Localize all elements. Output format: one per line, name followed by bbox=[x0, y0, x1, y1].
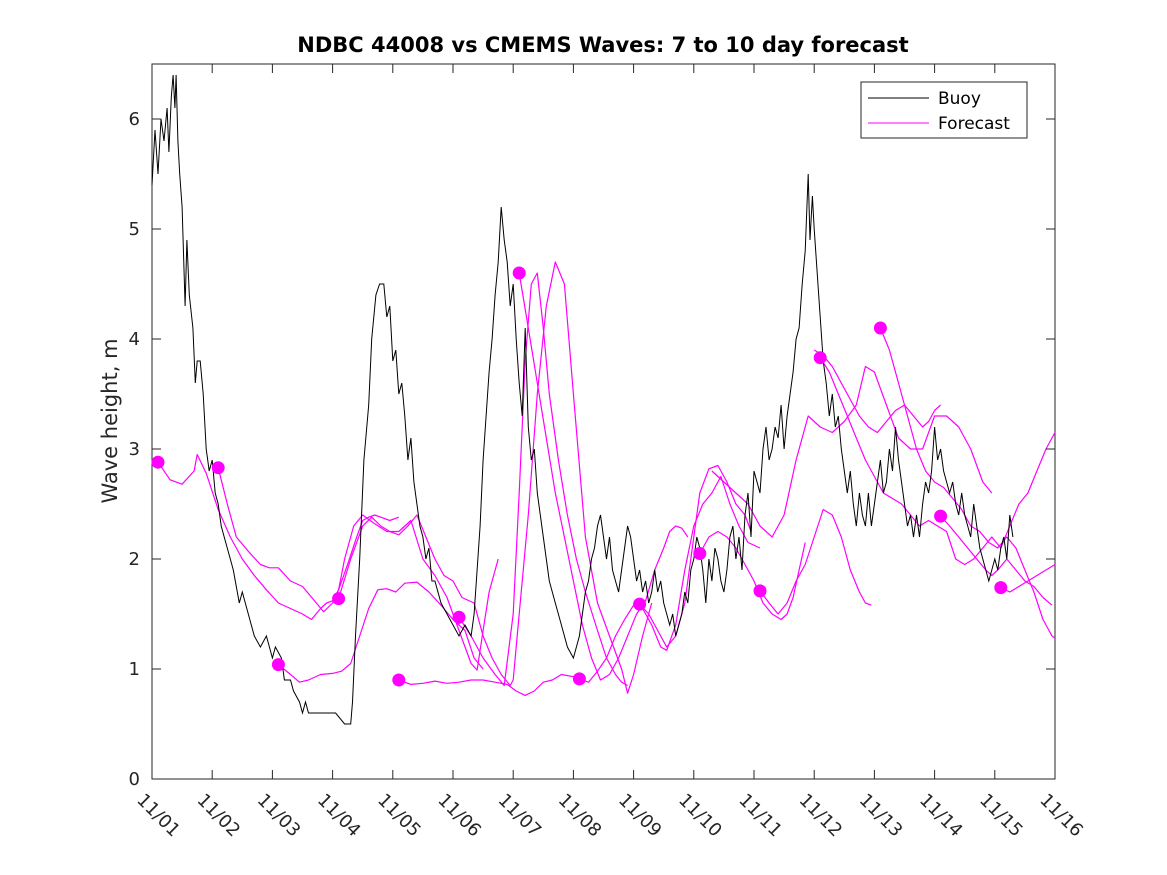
legend-label-forecast: Forecast bbox=[938, 114, 1010, 134]
y-tick-label: 1 bbox=[129, 659, 140, 680]
axes-frame bbox=[151, 63, 1056, 780]
forecast-line bbox=[813, 349, 942, 434]
buoy-line bbox=[151, 74, 1014, 725]
forecast-start-marker bbox=[512, 266, 526, 280]
y-axis: 0 1 2 3 4 5 6 bbox=[129, 109, 1055, 790]
forecast-start-marker bbox=[813, 351, 827, 365]
forecast-start-marker bbox=[934, 509, 948, 523]
forecast-line bbox=[518, 272, 689, 681]
forecast-start-markers bbox=[151, 266, 1008, 687]
forecast-start-marker bbox=[572, 672, 586, 686]
y-axis-label: Wave height, m bbox=[98, 338, 122, 503]
plot-area bbox=[151, 63, 1056, 780]
forecast-start-marker bbox=[271, 658, 285, 672]
y-tick-label: 0 bbox=[129, 769, 140, 790]
forecast-start-marker bbox=[994, 581, 1008, 595]
forecast-start-marker bbox=[633, 597, 647, 611]
forecast-start-marker bbox=[753, 584, 767, 598]
forecast-line bbox=[579, 475, 761, 683]
forecast-line bbox=[217, 467, 400, 613]
forecast-start-marker bbox=[873, 321, 887, 335]
forecast-start-marker bbox=[332, 592, 346, 606]
y-tick-label: 2 bbox=[129, 549, 140, 570]
forecast-line bbox=[940, 515, 1053, 606]
forecast-line bbox=[639, 464, 752, 648]
chart-title: NDBC 44008 vs CMEMS Waves: 7 to 10 day f… bbox=[297, 33, 908, 57]
forecast-line bbox=[1000, 563, 1056, 593]
forecast-start-marker bbox=[693, 547, 707, 560]
forecast-line bbox=[278, 581, 484, 683]
forecast-start-marker bbox=[392, 673, 406, 687]
legend-box bbox=[860, 81, 1028, 139]
y-tick-label: 3 bbox=[129, 439, 140, 460]
forecast-start-marker bbox=[452, 610, 466, 624]
forecast-start-marker bbox=[211, 461, 225, 475]
legend: Buoy Forecast bbox=[860, 81, 1028, 139]
forecast-line bbox=[398, 673, 580, 696]
forecast-line bbox=[338, 261, 653, 694]
forecast-line bbox=[819, 357, 1056, 566]
forecast-line bbox=[759, 508, 872, 615]
y-tick-label: 6 bbox=[129, 109, 140, 130]
y-tick-label: 5 bbox=[129, 219, 140, 240]
forecast-line bbox=[711, 365, 993, 538]
forecast-start-marker bbox=[151, 455, 165, 469]
legend-label-buoy: Buoy bbox=[938, 89, 981, 109]
forecast-line bbox=[458, 272, 628, 687]
y-tick-label: 4 bbox=[129, 329, 140, 350]
